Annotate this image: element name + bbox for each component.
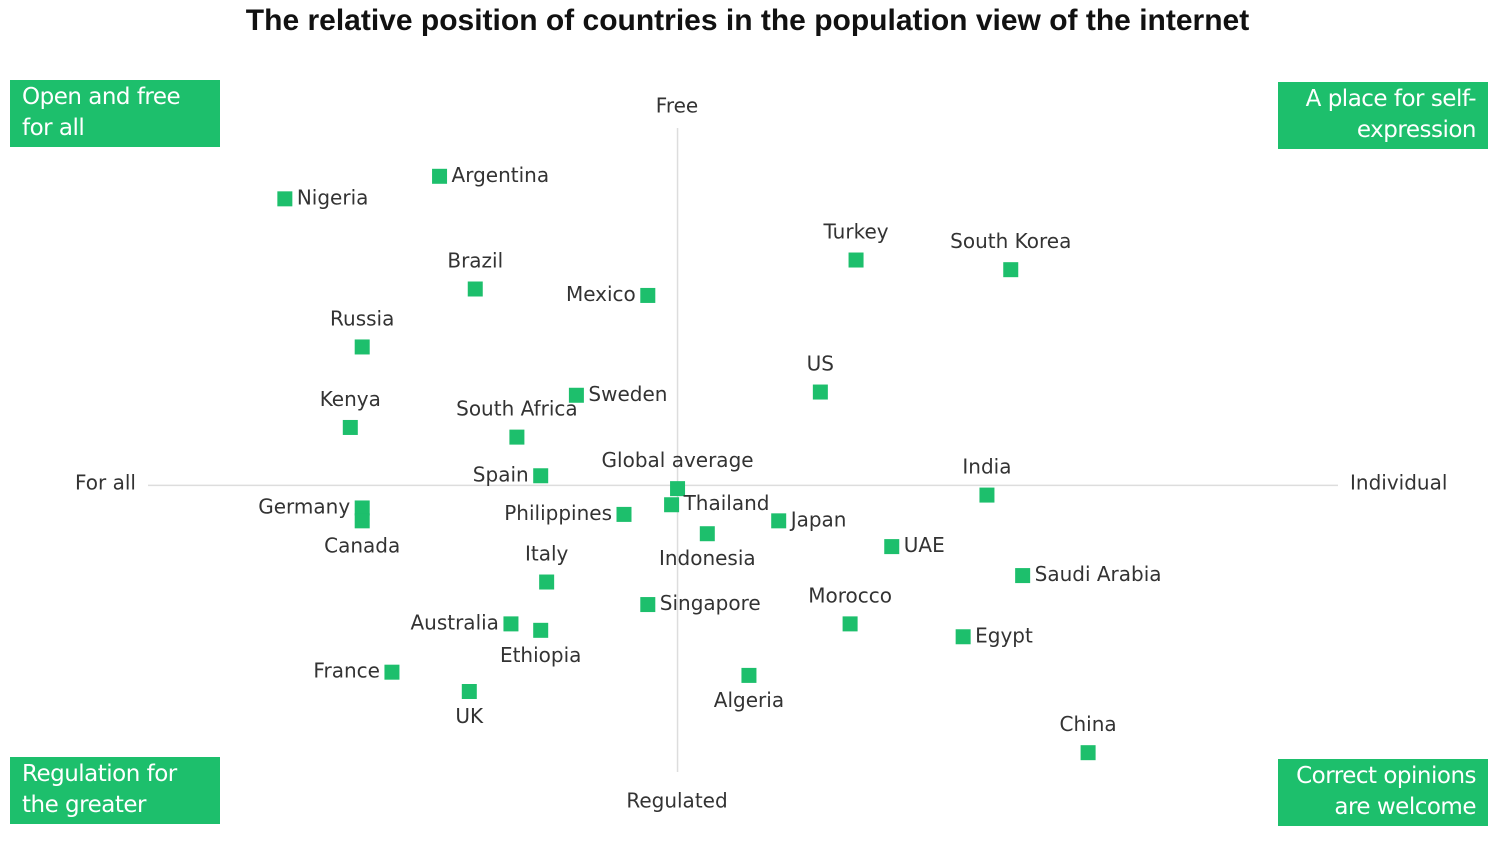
point-label: Turkey: [823, 220, 889, 244]
point: [509, 429, 525, 445]
point-label: India: [962, 455, 1011, 479]
point: [771, 513, 787, 529]
point-label: France: [313, 659, 380, 683]
point: [812, 384, 828, 400]
point-label: Indonesia: [659, 546, 756, 570]
point-label: Ethiopia: [500, 643, 581, 667]
point: [884, 539, 900, 555]
point-label: Global average: [602, 448, 754, 472]
point-label: Italy: [525, 542, 569, 566]
chart-title: The relative position of countries in th…: [245, 4, 1250, 37]
axis-label: Regulated: [626, 789, 727, 813]
point-label: Singapore: [660, 591, 761, 615]
point-label: US: [807, 352, 834, 376]
point-label: Algeria: [714, 688, 784, 712]
point: [533, 622, 549, 638]
point-label: Philippines: [504, 501, 612, 525]
point-label: Mexico: [566, 282, 636, 306]
point: [539, 574, 555, 590]
point: [664, 497, 680, 513]
point: [384, 664, 400, 680]
point: [354, 339, 370, 355]
point: [277, 191, 293, 207]
point-label: Canada: [324, 533, 400, 557]
point: [979, 487, 995, 503]
axis-label: Free: [656, 94, 698, 118]
point-label: UAE: [904, 533, 945, 557]
quadrant-label: Open and free for all: [10, 80, 220, 147]
quadrant-label: Regulation for the greater good: [10, 757, 220, 849]
point: [670, 481, 686, 497]
point: [568, 387, 584, 403]
point-label: South Africa: [456, 397, 578, 421]
point: [467, 281, 483, 297]
point: [848, 252, 864, 268]
point-label: China: [1060, 712, 1117, 736]
quadrant-label: A place for self-expression: [1278, 82, 1488, 149]
point: [640, 287, 656, 303]
point: [640, 597, 656, 613]
axis-label: For all: [75, 471, 136, 495]
point: [533, 468, 549, 484]
point: [1080, 745, 1096, 761]
point-label: Sweden: [588, 382, 667, 406]
point-label: Morocco: [808, 583, 892, 607]
point: [842, 616, 858, 632]
axis-label: Individual: [1350, 471, 1447, 495]
point-label: Saudi Arabia: [1035, 562, 1162, 586]
point-label: Germany: [258, 494, 350, 518]
point: [342, 419, 358, 435]
point: [461, 684, 477, 699]
point: [616, 506, 632, 522]
point-label: Argentina: [452, 163, 550, 187]
point: [354, 500, 370, 516]
point-label: Kenya: [320, 387, 381, 411]
point-label: South Korea: [950, 229, 1071, 253]
point-label: Russia: [330, 306, 394, 330]
point: [354, 513, 370, 529]
point-label: UK: [455, 704, 484, 728]
point-label: Japan: [789, 507, 847, 531]
point: [503, 616, 519, 632]
point: [1015, 568, 1031, 584]
point: [741, 667, 757, 683]
quadrant-label: Correct opinions are welcome: [1278, 759, 1488, 826]
point: [699, 526, 715, 542]
point-label: Australia: [410, 610, 498, 634]
point: [432, 168, 448, 184]
point-label: Egypt: [975, 623, 1033, 647]
point-label: Thailand: [683, 491, 770, 515]
point-label: Brazil: [447, 249, 503, 273]
point-label: Spain: [473, 462, 529, 486]
point: [1003, 262, 1019, 278]
point-label: Nigeria: [297, 185, 369, 209]
point: [955, 629, 971, 645]
